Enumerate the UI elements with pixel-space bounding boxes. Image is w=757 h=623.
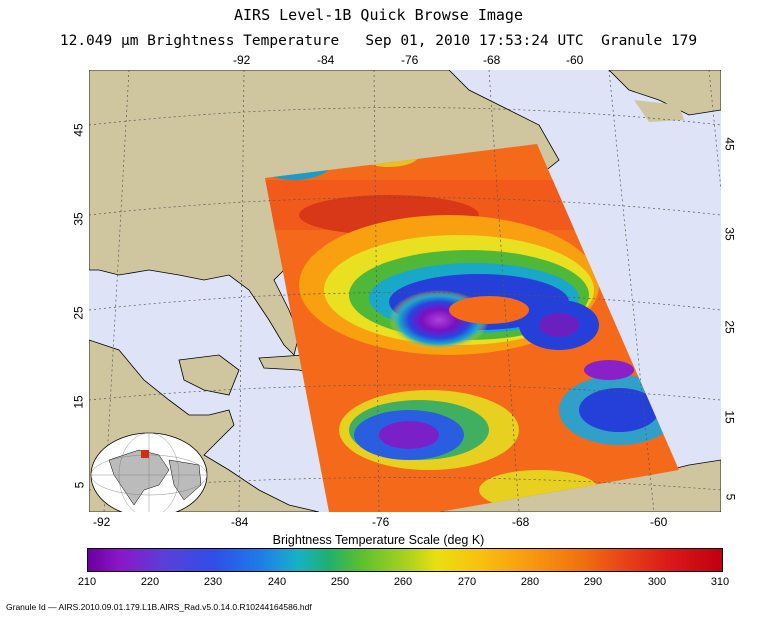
land-canada-northeast <box>608 70 721 116</box>
lat-tick-left: 35 <box>71 212 86 226</box>
lon-tick-bottom: -84 <box>231 515 249 529</box>
colorbar-tick: 270 <box>457 576 477 588</box>
brightness-temperature-map <box>89 70 721 512</box>
colorbar-tick: 290 <box>583 576 603 588</box>
lon-tick-top: -76 <box>401 53 419 67</box>
colorbar-tick: 220 <box>140 576 160 588</box>
image-title: AIRS Level-1B Quick Browse Image <box>234 6 523 24</box>
lon-tick-bottom: -60 <box>650 515 668 529</box>
land-island <box>634 100 684 122</box>
lat-tick-right: 15 <box>722 410 737 424</box>
colorbar-tick: 310 <box>710 576 730 588</box>
lat-tick-right: 5 <box>723 493 738 501</box>
colorbar-tick: 240 <box>267 576 287 588</box>
lon-tick-top: -92 <box>233 53 251 67</box>
lon-tick-bottom: -92 <box>93 515 111 529</box>
lon-tick-top: -84 <box>317 53 335 67</box>
lon-tick-top: -60 <box>566 53 584 67</box>
lon-tick-bottom: -68 <box>512 515 530 529</box>
lat-tick-left: 15 <box>71 395 86 409</box>
land-yucatan <box>178 354 240 396</box>
graticule <box>89 70 721 512</box>
lat-tick-right: 45 <box>722 137 737 151</box>
colorbar-tick: 250 <box>330 576 350 588</box>
granule-id: Granule Id — AIRS.2010.09.01.179.L1B.AIR… <box>6 602 312 612</box>
lon-tick-bottom: -76 <box>372 515 390 529</box>
globe-inset <box>90 432 208 512</box>
lon-tick-top: -68 <box>483 53 501 67</box>
image-subtitle: 12.049 μm Brightness Temperature Sep 01,… <box>59 33 698 49</box>
lat-tick-left: 25 <box>71 306 86 320</box>
lat-tick-left: 5 <box>72 481 87 489</box>
colorbar-tick: 260 <box>393 576 413 588</box>
lat-tick-right: 35 <box>722 227 737 241</box>
lat-tick-right: 25 <box>722 320 737 334</box>
colorbar-tick: 280 <box>520 576 540 588</box>
colorbar-title: Brightness Temperature Scale (deg K) <box>272 533 485 547</box>
colorbar-tick: 210 <box>77 576 97 588</box>
colorbar-tick: 300 <box>647 576 667 588</box>
temperature-colorbar <box>87 548 723 572</box>
lat-tick-left: 45 <box>71 123 86 137</box>
colorbar-tick: 230 <box>203 576 223 588</box>
